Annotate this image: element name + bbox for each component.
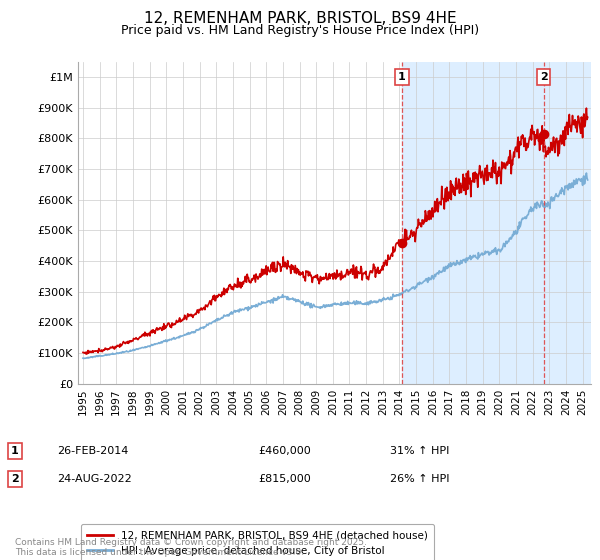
- Legend: 12, REMENHAM PARK, BRISTOL, BS9 4HE (detached house), HPI: Average price, detach: 12, REMENHAM PARK, BRISTOL, BS9 4HE (det…: [80, 524, 434, 560]
- Text: 1: 1: [398, 72, 406, 82]
- Text: Contains HM Land Registry data © Crown copyright and database right 2025.
This d: Contains HM Land Registry data © Crown c…: [15, 538, 367, 557]
- Text: 24-AUG-2022: 24-AUG-2022: [57, 474, 132, 484]
- Text: 2: 2: [11, 474, 19, 484]
- Text: 2: 2: [539, 72, 547, 82]
- Bar: [402, 62, 591, 384]
- Text: 31% ↑ HPI: 31% ↑ HPI: [390, 446, 449, 456]
- Text: £815,000: £815,000: [258, 474, 311, 484]
- Text: 26-FEB-2014: 26-FEB-2014: [57, 446, 128, 456]
- Text: 26% ↑ HPI: 26% ↑ HPI: [390, 474, 449, 484]
- Text: 1: 1: [11, 446, 19, 456]
- Text: £460,000: £460,000: [258, 446, 311, 456]
- Text: 12, REMENHAM PARK, BRISTOL, BS9 4HE: 12, REMENHAM PARK, BRISTOL, BS9 4HE: [143, 11, 457, 26]
- Text: Price paid vs. HM Land Registry's House Price Index (HPI): Price paid vs. HM Land Registry's House …: [121, 24, 479, 37]
